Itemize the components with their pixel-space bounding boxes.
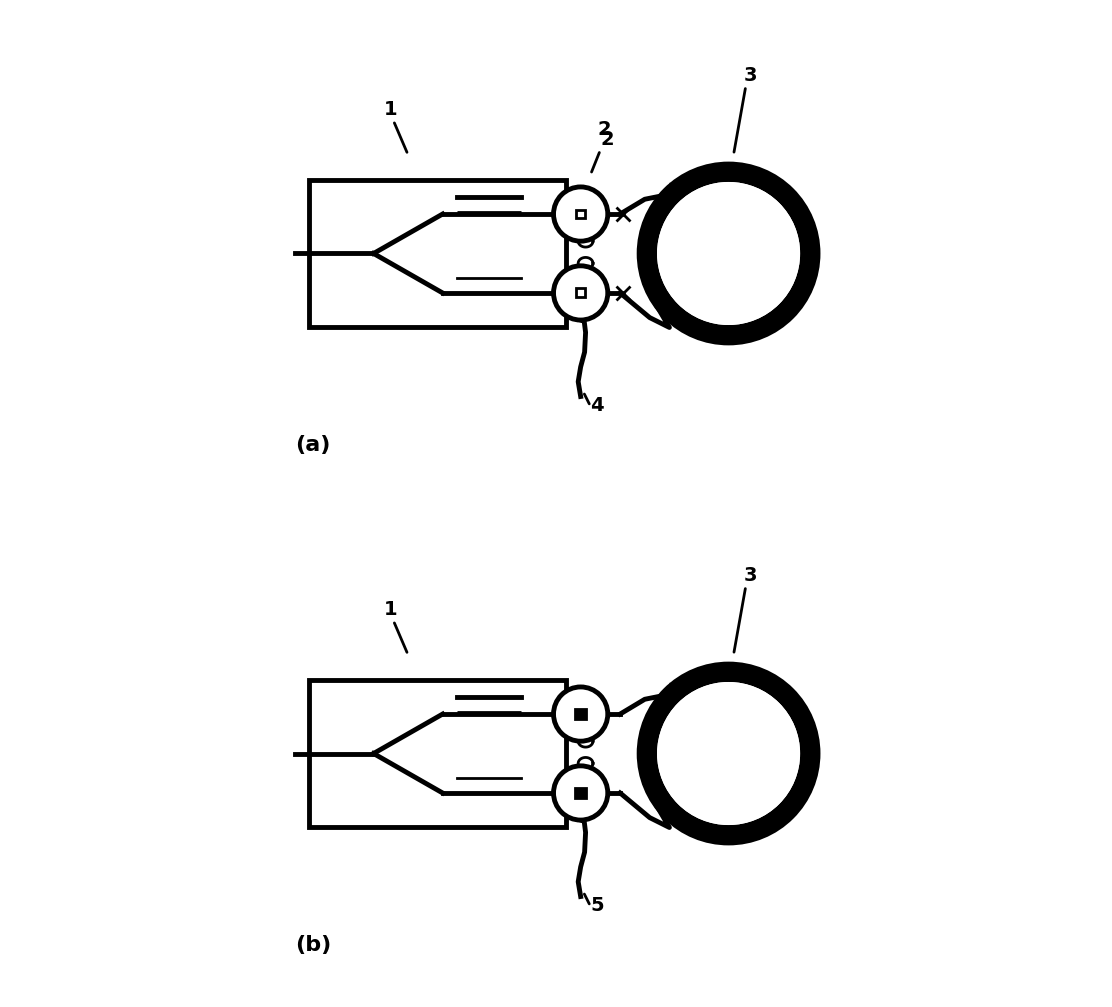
Bar (575, 787, 586, 799)
Text: 1: 1 (384, 101, 397, 120)
Circle shape (655, 680, 803, 828)
Bar (309, 680, 566, 828)
Bar (309, 179, 566, 327)
Bar (576, 209, 585, 219)
Text: 1: 1 (384, 600, 397, 619)
Circle shape (554, 187, 608, 241)
Circle shape (657, 182, 800, 325)
Circle shape (554, 687, 608, 741)
Text: (a): (a) (295, 435, 330, 455)
Text: 2: 2 (598, 120, 612, 139)
Text: 3: 3 (743, 566, 757, 585)
Circle shape (554, 266, 608, 320)
Text: 2: 2 (600, 130, 614, 149)
Bar (576, 288, 585, 297)
Circle shape (655, 179, 803, 327)
Bar (575, 709, 586, 719)
Text: 5: 5 (590, 896, 604, 915)
Circle shape (639, 165, 817, 342)
Circle shape (554, 766, 608, 820)
Polygon shape (639, 165, 817, 342)
Circle shape (657, 682, 800, 825)
Text: 3: 3 (743, 65, 757, 85)
Text: 4: 4 (590, 397, 604, 415)
Circle shape (639, 665, 817, 842)
Text: (b): (b) (295, 934, 331, 955)
Polygon shape (639, 665, 817, 842)
